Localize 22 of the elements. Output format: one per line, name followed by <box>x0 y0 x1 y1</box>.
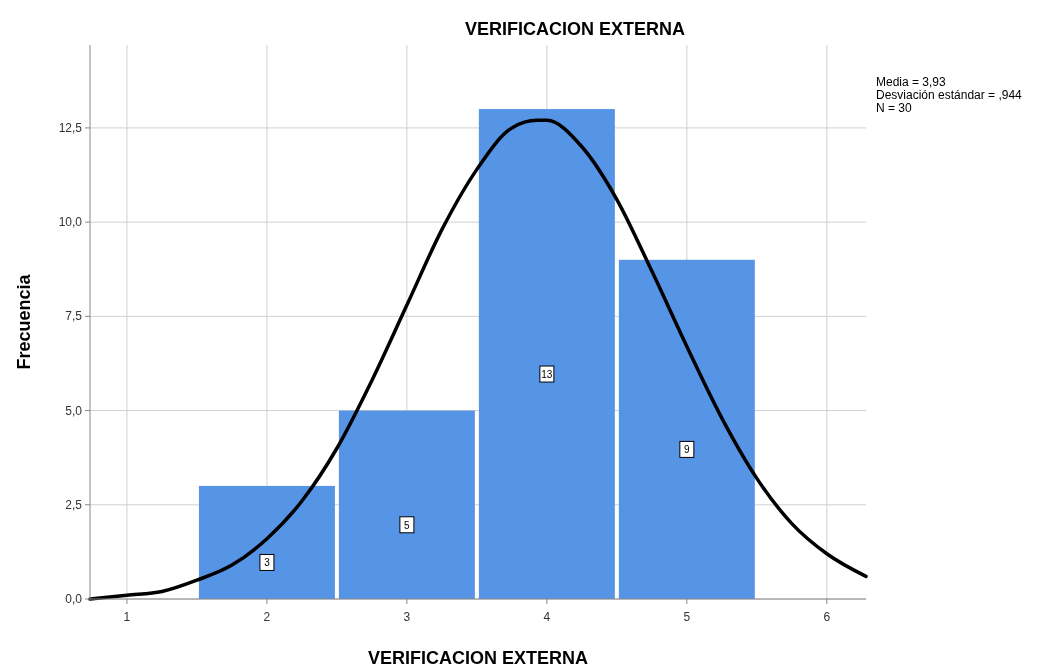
y-tick-label: 7,5 <box>65 309 83 324</box>
x-tick-label: 4 <box>543 610 551 624</box>
x-tick-label: 5 <box>683 610 691 624</box>
x-tick-label: 6 <box>823 610 831 624</box>
y-tick-label: 10,0 <box>58 215 83 230</box>
text: Media = 3,93 <box>876 75 947 89</box>
y-axis-title: Frecuencia <box>14 273 34 370</box>
chart-title: VERIFICACION EXTERNA <box>464 19 686 39</box>
data-label: 9 <box>684 444 691 456</box>
y-tick-label: 5,0 <box>65 403 83 418</box>
x-tick-label: 2 <box>263 610 271 624</box>
y-tick-label: 2,5 <box>65 497 83 512</box>
x-tick-label: 1 <box>123 610 131 624</box>
data-label: 3 <box>264 557 271 569</box>
y-tick-label: 0,0 <box>65 592 83 606</box>
data-label: 13 <box>541 369 553 381</box>
x-axis-title: VERIFICACION EXTERNA <box>367 648 589 668</box>
y-tick-label: 12,5 <box>58 120 83 135</box>
text: Desviación estándar = ,944 <box>876 88 1023 102</box>
x-tick-label: 3 <box>403 610 411 624</box>
text: N = 30 <box>876 101 913 115</box>
data-label: 5 <box>404 519 411 531</box>
